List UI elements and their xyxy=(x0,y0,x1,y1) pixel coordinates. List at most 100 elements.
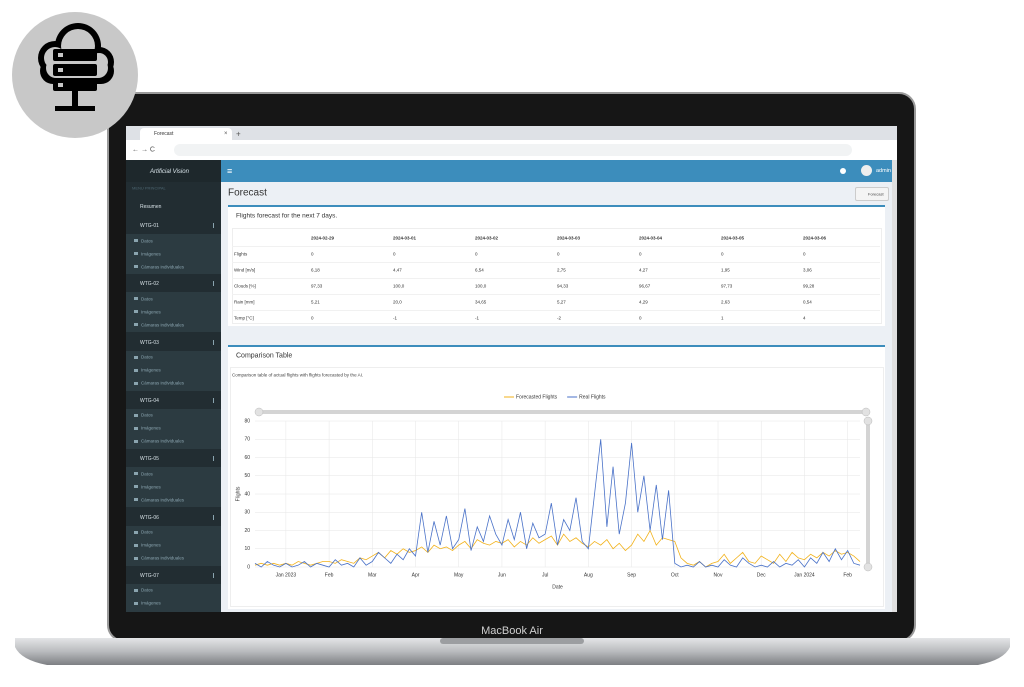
menu-caret xyxy=(213,572,216,578)
forecast-card: Flights forecast for the next 7 days. 20… xyxy=(228,205,885,326)
submenu-label: Imágenes xyxy=(141,309,161,315)
url-field[interactable] xyxy=(174,144,852,156)
menu-group-title: WTG-07 xyxy=(140,572,159,579)
menu-toggle[interactable]: ≡ xyxy=(227,166,233,176)
x-tick-label: May xyxy=(454,572,464,578)
submenu-item[interactable]: Datos xyxy=(126,292,221,305)
table-cell: 20,0 xyxy=(393,299,402,305)
zoom-handle xyxy=(254,407,264,417)
tab[interactable]: Forecast × xyxy=(140,128,232,140)
submenu-item[interactable]: Cámaras individuales xyxy=(126,493,221,506)
table-cell: 100,0 xyxy=(475,283,487,289)
menu-group[interactable]: WTG-06 xyxy=(126,510,221,526)
menu-group[interactable]: WTG-03 xyxy=(126,335,221,351)
submenu-icon xyxy=(134,381,138,385)
device-label: MacBook Air xyxy=(481,625,543,637)
avatar[interactable] xyxy=(861,165,872,176)
submenu-item[interactable]: Imágenes xyxy=(126,305,221,318)
submenu-label: Imágenes xyxy=(141,367,161,373)
table-cell: 3,06 xyxy=(803,267,812,273)
table-cell: 0 xyxy=(557,251,560,257)
row-label: Clouds [%] xyxy=(234,283,256,289)
menu-group[interactable]: WTG-05 xyxy=(126,451,221,467)
submenu-label: Datos xyxy=(141,587,153,593)
submenu-icon xyxy=(134,498,138,502)
menu-caret xyxy=(213,456,216,462)
x-tick-label: Oct xyxy=(671,572,679,578)
new-tab[interactable]: + xyxy=(236,129,241,139)
user-name[interactable]: admin xyxy=(876,168,891,174)
submenu-item[interactable]: Imágenes xyxy=(126,247,221,260)
y-tick-label: 60 xyxy=(244,455,250,461)
settings-icon[interactable] xyxy=(840,168,846,174)
menu-group[interactable]: WTG-04 xyxy=(126,393,221,409)
tab-bar: Forecast × + xyxy=(126,126,897,140)
chart: 0 10 20 30 40 50 60 70 80 Jan 2023 Feb Mar Apr May Jun… xyxy=(235,394,873,590)
submenu-label: Datos xyxy=(141,296,153,302)
scrollbar[interactable] xyxy=(892,160,897,612)
x-tick-label: Jan 2023 xyxy=(276,572,297,578)
menu-group-title: WTG-04 xyxy=(140,397,159,404)
row-separator xyxy=(232,310,880,311)
table-cell: 0 xyxy=(721,251,724,257)
topbar: ≡ admin xyxy=(221,160,897,182)
brand[interactable]: Artificial Vision xyxy=(126,160,221,182)
table-header: 2024-03-01 xyxy=(393,235,417,241)
submenu-icon xyxy=(134,426,138,430)
tab-close[interactable]: × xyxy=(224,131,228,137)
submenu-item[interactable]: Cámaras individuales xyxy=(126,552,221,565)
submenu-item[interactable]: Datos xyxy=(126,409,221,422)
sidebar: Artificial Vision MENU PRINCIPAL Resumen W… xyxy=(126,160,221,612)
menu-caret xyxy=(213,223,216,228)
submenu-item[interactable]: Cámaras individuales xyxy=(126,318,221,331)
y-tick-label: 0 xyxy=(247,564,250,570)
table-cell: -1 xyxy=(393,315,398,321)
submenu: Datos Imágenes Cámaras individuales xyxy=(126,467,221,508)
breadcrumb-button[interactable]: Forecast xyxy=(855,187,889,201)
table-cell: 0 xyxy=(639,251,642,257)
submenu-item[interactable]: Cámaras individuales xyxy=(126,260,221,273)
submenu-item[interactable]: Imágenes xyxy=(126,480,221,493)
submenu-item[interactable]: Cámaras individuales xyxy=(126,377,221,390)
submenu-item[interactable]: Imágenes xyxy=(126,539,221,552)
table-cell: 6,54 xyxy=(475,267,484,273)
submenu-label: Datos xyxy=(141,412,153,418)
submenu-icon xyxy=(134,485,138,489)
submenu-item[interactable]: Imágenes xyxy=(126,422,221,435)
submenu-item[interactable]: Imágenes xyxy=(126,597,221,610)
submenu-icon xyxy=(134,588,138,592)
x-tick-label: Jun xyxy=(498,572,506,578)
y-tick-label: 40 xyxy=(244,491,250,497)
submenu-label: Cámaras individuales xyxy=(141,264,185,269)
table-cell: 4 xyxy=(803,315,806,321)
x-axis-label: Date xyxy=(552,584,563,590)
submenu-icon xyxy=(134,472,138,476)
table-cell: 0 xyxy=(639,315,642,321)
submenu: Datos Imágenes Cámaras individuales xyxy=(126,408,221,449)
table-cell: 97,73 xyxy=(721,283,733,289)
submenu-item[interactable]: Datos xyxy=(126,584,221,597)
table-cell: -1 xyxy=(475,315,480,321)
menu-caret xyxy=(213,281,216,287)
submenu-item[interactable]: Imágenes xyxy=(126,364,221,377)
menu-item[interactable]: Resumen xyxy=(126,200,221,214)
nav-buttons[interactable]: ← → C xyxy=(132,146,155,154)
menu-group[interactable]: WTG-02 xyxy=(126,276,221,292)
submenu-item[interactable]: Datos xyxy=(126,526,221,539)
submenu: Datos Imágenes Cámaras individuales xyxy=(126,234,221,274)
menu-caret xyxy=(213,514,216,520)
submenu-label: Imágenes xyxy=(141,251,161,256)
submenu-label: Imágenes xyxy=(141,542,161,548)
submenu-item[interactable]: Datos xyxy=(126,234,221,247)
comparison-card: Comparison Table Comparison table of act… xyxy=(228,345,885,609)
submenu-item[interactable]: Cámaras individuales xyxy=(126,435,221,448)
submenu-item[interactable]: Datos xyxy=(126,467,221,480)
menu-label: Resumen xyxy=(140,204,162,210)
menu-group[interactable]: WTG-01 xyxy=(126,218,221,234)
table-cell: 5,27 xyxy=(557,299,566,305)
submenu-item[interactable]: Datos xyxy=(126,351,221,364)
menu-group-title: WTG-05 xyxy=(140,456,159,463)
y-tick-label: 20 xyxy=(244,528,250,534)
menu-group[interactable]: WTG-07 xyxy=(126,568,221,584)
